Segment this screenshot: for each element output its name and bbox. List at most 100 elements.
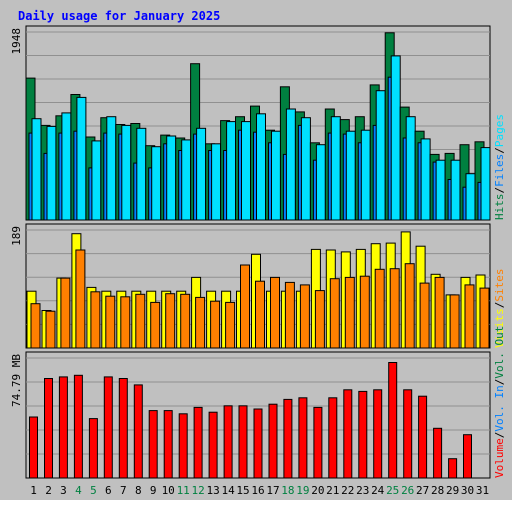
bar-volume-day-12 — [193, 406, 203, 479]
bar-pages-day-25 — [390, 55, 401, 221]
bar-pages-day-12 — [196, 127, 207, 221]
day-label: 31 — [476, 484, 489, 497]
bar-pages-day-26 — [405, 116, 416, 221]
day-label: 29 — [446, 484, 459, 497]
bar-volume-day-13 — [208, 411, 218, 479]
bar-volume-day-20 — [313, 406, 323, 479]
bar-sites-day-25 — [389, 268, 400, 349]
bar-volume-day-23 — [358, 390, 368, 479]
bar-pages-day-1 — [31, 118, 42, 221]
bar-pages-day-8 — [136, 127, 147, 221]
day-label: 13 — [206, 484, 219, 497]
bar-volume-day-24 — [373, 389, 383, 479]
bar-sites-day-22 — [344, 276, 355, 349]
bar-pages-day-24 — [375, 90, 386, 221]
day-label: 9 — [150, 484, 157, 497]
chart-panels: 1948Hits/Files/Pages189Visits/Sites74.79… — [10, 25, 506, 479]
bar-pages-day-3 — [61, 112, 72, 221]
bar-sites-day-1 — [30, 303, 41, 349]
day-label: 1 — [30, 484, 37, 497]
bar-sites-day-17 — [270, 276, 280, 349]
bar-volume-day-27 — [418, 395, 428, 479]
day-label: 6 — [105, 484, 112, 497]
day-label: 24 — [371, 484, 385, 497]
bar-volume-day-30 — [463, 434, 472, 479]
bar-sites-day-31 — [479, 287, 490, 349]
day-label: 27 — [416, 484, 429, 497]
bar-volume-day-6 — [103, 376, 113, 479]
bar-sites-day-30 — [464, 284, 475, 349]
day-label: 20 — [311, 484, 324, 497]
bar-pages-day-10 — [166, 135, 177, 221]
bar-volume-day-10 — [163, 410, 173, 479]
bar-sites-day-14 — [225, 301, 236, 349]
legend-item: Visits — [493, 308, 506, 348]
day-label: 21 — [326, 484, 339, 497]
axis-max-label: 189 — [10, 226, 23, 246]
day-label: 28 — [431, 484, 444, 497]
bar-pages-day-11 — [181, 139, 192, 221]
legend-item: Volume — [493, 438, 506, 478]
bar-sites-day-12 — [195, 296, 206, 349]
bar-pages-day-5 — [91, 140, 102, 221]
bar-volume-day-29 — [448, 458, 458, 479]
day-label: 30 — [461, 484, 474, 497]
legend-item: Vol. In — [493, 385, 506, 431]
axis-max-label: 74.79 MB — [10, 354, 23, 407]
bar-volume-day-17 — [268, 403, 278, 479]
bar-sites-day-4 — [75, 249, 86, 349]
bar-volume-day-2 — [44, 378, 53, 479]
bar-sites-day-24 — [374, 268, 385, 349]
day-label: 15 — [236, 484, 249, 497]
legend-volume: Volume/Vol. In/Vol. Out — [493, 326, 506, 478]
day-label: 18 — [281, 484, 294, 497]
bar-sites-day-28 — [434, 276, 445, 349]
legend-visits-sites: Visits/Sites — [493, 269, 506, 349]
bar-sites-day-26 — [404, 263, 415, 349]
day-label: 14 — [221, 484, 235, 497]
day-labels: 1 2 3 4 5 6 7 8 9 10 11 12 13 14 15 16 17 18 19 20 21 22 23 24 2… — [30, 484, 489, 497]
bar-pages-day-15 — [241, 121, 251, 221]
day-label: 23 — [356, 484, 369, 497]
bar-sites-day-16 — [255, 280, 265, 349]
legend-item: / — [493, 432, 506, 439]
bar-sites-day-8 — [135, 293, 146, 349]
bar-pages-day-4 — [76, 96, 87, 221]
bar-pages-day-9 — [151, 146, 162, 221]
legend-hits-files-pages: Hits/Files/Pages — [493, 114, 506, 220]
bar-volume-day-15 — [238, 405, 248, 479]
bar-volume-day-5 — [88, 418, 98, 479]
day-label: 4 — [75, 484, 82, 497]
day-label: 25 — [386, 484, 399, 497]
bar-volume-day-9 — [148, 410, 158, 479]
bar-volume-day-21 — [328, 397, 338, 479]
bar-sites-day-21 — [329, 278, 340, 349]
chart-title: Daily usage for January 2025 — [18, 9, 220, 23]
bar-pages-day-16 — [256, 113, 266, 221]
bar-sites-day-11 — [180, 293, 191, 349]
bar-volume-day-18 — [283, 398, 293, 479]
bar-pages-day-28 — [435, 159, 446, 221]
day-label: 8 — [135, 484, 142, 497]
panel-volume: 74.79 MB Volume/Vol. In/Vol. Out — [10, 326, 506, 479]
bar-sites-day-10 — [165, 293, 176, 349]
bar-sites-day-9 — [150, 301, 161, 349]
bar-volume-day-16 — [253, 408, 263, 479]
bar-volume-day-25 — [388, 362, 398, 479]
bar-volume-day-28 — [433, 427, 443, 479]
bar-volume-day-7 — [118, 378, 128, 479]
day-label: 11 — [177, 484, 190, 497]
day-label: 2 — [45, 484, 52, 497]
bar-volume-day-1 — [29, 416, 38, 479]
bar-sites-day-19 — [299, 284, 310, 349]
day-label: 16 — [251, 484, 264, 497]
bar-volume-day-8 — [133, 384, 143, 479]
legend-item: / — [493, 379, 506, 386]
bar-sites-day-5 — [90, 291, 101, 349]
bar-sites-day-15 — [240, 264, 250, 349]
bar-volume-day-11 — [178, 413, 188, 479]
bar-sites-day-6 — [105, 295, 116, 349]
bar-pages-day-31 — [480, 147, 491, 221]
bar-pages-day-7 — [121, 124, 132, 221]
